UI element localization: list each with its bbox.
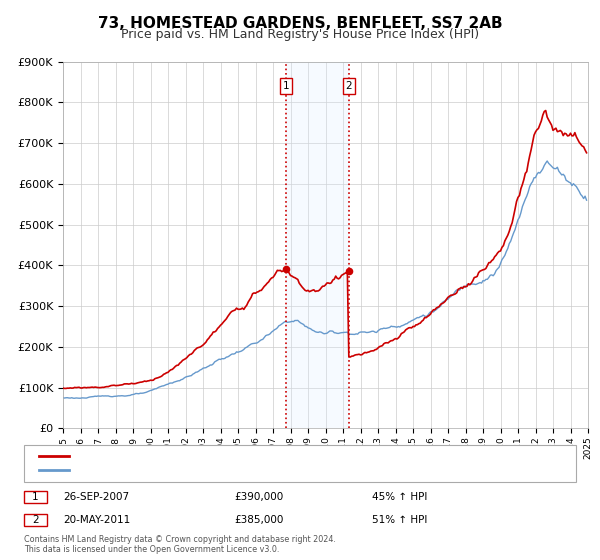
Text: Contains HM Land Registry data © Crown copyright and database right 2024.
This d: Contains HM Land Registry data © Crown c… — [24, 535, 336, 554]
Text: 73, HOMESTEAD GARDENS, BENFLEET, SS7 2AB: 73, HOMESTEAD GARDENS, BENFLEET, SS7 2AB — [98, 16, 502, 31]
Text: 45% ↑ HPI: 45% ↑ HPI — [372, 492, 427, 502]
Text: HPI: Average price, detached house, Castle Point: HPI: Average price, detached house, Cast… — [76, 465, 320, 475]
Text: 26-SEP-2007: 26-SEP-2007 — [63, 492, 129, 502]
Text: 1: 1 — [283, 81, 289, 91]
Bar — [286, 62, 349, 428]
Text: £390,000: £390,000 — [234, 492, 283, 502]
Point — [281, 265, 291, 274]
Text: 51% ↑ HPI: 51% ↑ HPI — [372, 515, 427, 525]
Text: 1: 1 — [32, 492, 39, 502]
Text: Price paid vs. HM Land Registry's House Price Index (HPI): Price paid vs. HM Land Registry's House … — [121, 28, 479, 41]
Text: 73, HOMESTEAD GARDENS, BENFLEET, SS7 2AB (detached house): 73, HOMESTEAD GARDENS, BENFLEET, SS7 2AB… — [76, 451, 407, 461]
Text: 20-MAY-2011: 20-MAY-2011 — [63, 515, 130, 525]
Point — [344, 267, 353, 276]
Text: £385,000: £385,000 — [234, 515, 283, 525]
Text: 2: 2 — [32, 515, 39, 525]
Text: 2: 2 — [346, 81, 352, 91]
